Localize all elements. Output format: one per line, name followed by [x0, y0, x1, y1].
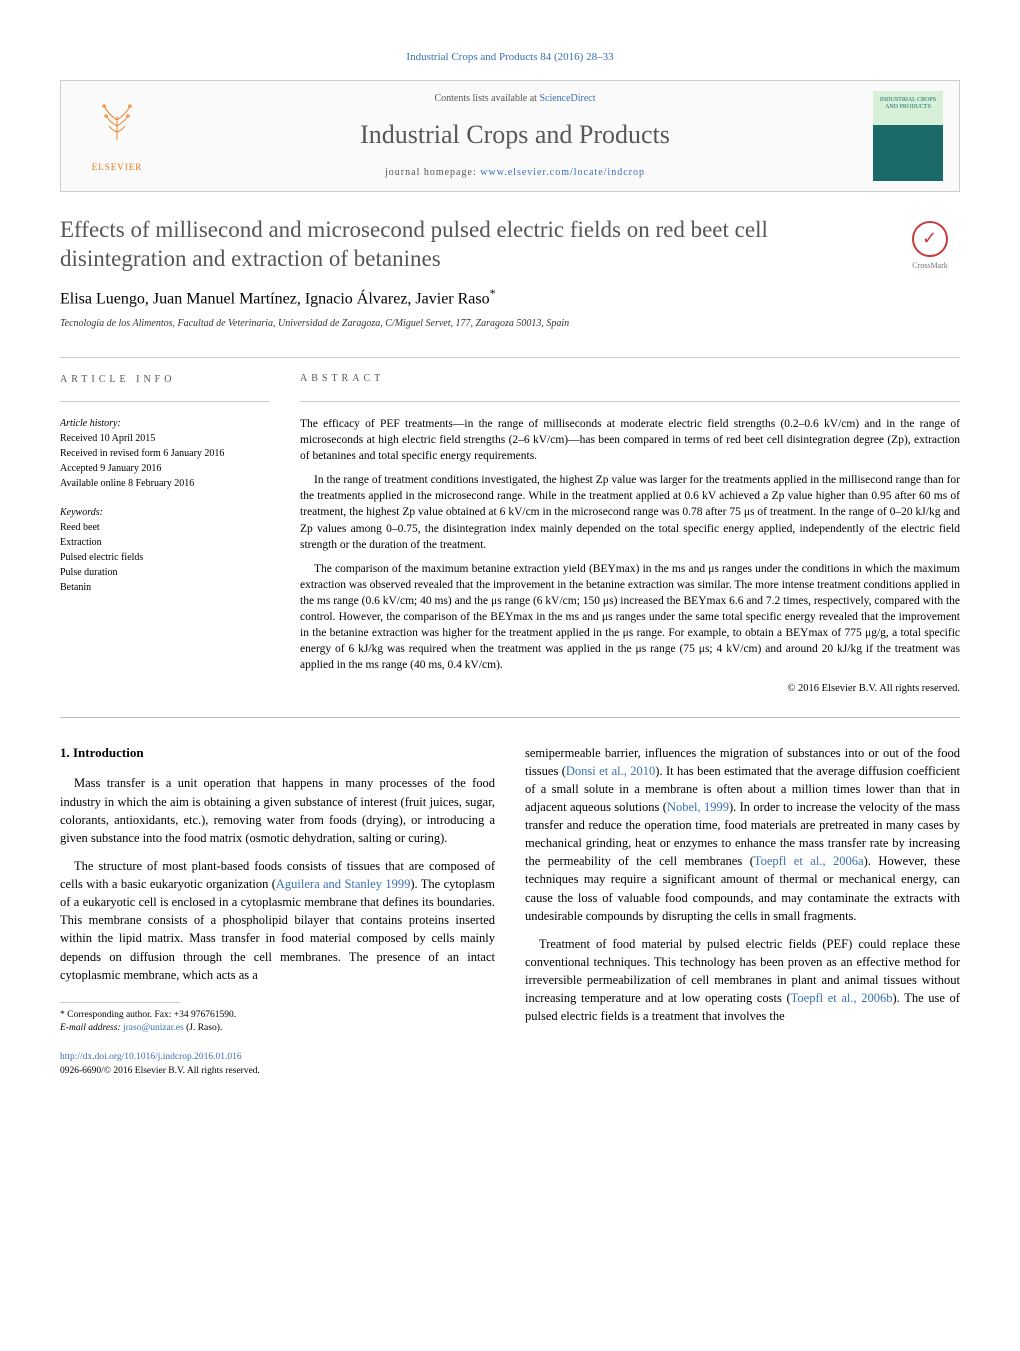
ref-donsi[interactable]: Donsi et al., 2010: [566, 764, 655, 778]
ref-toepfl-a[interactable]: Toepfl et al., 2006a: [754, 854, 864, 868]
sciencedirect-link[interactable]: ScienceDirect: [539, 93, 595, 104]
abstract-heading: ABSTRACT: [300, 372, 960, 387]
crossmark-label: CrossMark: [912, 260, 948, 272]
journal-name: Industrial Crops and Products: [157, 116, 873, 154]
body-col-left: 1. Introduction Mass transfer is a unit …: [60, 744, 495, 1078]
rule-ai: [60, 401, 270, 402]
elsevier-tree-icon: [94, 98, 140, 158]
article-info-heading: ARTICLE INFO: [60, 372, 270, 387]
abstract-p1: The efficacy of PEF treatments—in the ra…: [300, 416, 960, 464]
doi-block: http://dx.doi.org/10.1016/j.indcrop.2016…: [60, 1051, 495, 1078]
issn-line: 0926-6690/© 2016 Elsevier B.V. All right…: [60, 1066, 260, 1076]
journal-header-box: ELSEVIER Contents lists available at Sci…: [60, 80, 960, 192]
elsevier-name: ELSEVIER: [92, 161, 143, 174]
abstract-p3: The comparison of the maximum betanine e…: [300, 561, 960, 674]
copyright: © 2016 Elsevier B.V. All rights reserved…: [300, 681, 960, 696]
received-date: Received 10 April 2015: [60, 431, 270, 446]
revised-date: Received in revised form 6 January 2016: [60, 446, 270, 461]
keyword-2: Extraction: [60, 535, 270, 550]
intro-p3: Treatment of food material by pulsed ele…: [525, 935, 960, 1026]
keyword-3: Pulsed electric fields: [60, 550, 270, 565]
online-date: Available online 8 February 2016: [60, 476, 270, 491]
abstract-p2: In the range of treatment conditions inv…: [300, 472, 960, 552]
journal-homepage: journal homepage: www.elsevier.com/locat…: [157, 166, 873, 181]
doi-link[interactable]: http://dx.doi.org/10.1016/j.indcrop.2016…: [60, 1052, 242, 1062]
corresponding-author: * Corresponding author. Fax: +34 9767615…: [60, 1009, 495, 1022]
contents-available: Contents lists available at ScienceDirec…: [157, 92, 873, 107]
article-title: Effects of millisecond and microsecond p…: [60, 216, 880, 274]
footnote-rule: [60, 1002, 180, 1003]
keywords-head: Keywords:: [60, 505, 270, 520]
intro-p2: The structure of most plant-based foods …: [60, 857, 495, 984]
intro-p1: Mass transfer is a unit operation that h…: [60, 774, 495, 847]
keyword-4: Pulse duration: [60, 565, 270, 580]
abstract-column: ABSTRACT The efficacy of PEF treatments—…: [300, 372, 960, 696]
keyword-5: Betanin: [60, 580, 270, 595]
intro-p2-cont: semipermeable barrier, influences the mi…: [525, 744, 960, 925]
section-1-heading: 1. Introduction: [60, 744, 495, 763]
elsevier-logo: ELSEVIER: [77, 96, 157, 176]
header-citation: Industrial Crops and Products 84 (2016) …: [60, 50, 960, 66]
journal-home-link[interactable]: www.elsevier.com/locate/indcrop: [480, 167, 645, 178]
rule-abs: [300, 401, 960, 402]
journal-cover-thumb: INDUSTRIAL CROPS AND PRODUCTS: [873, 91, 943, 181]
affiliation: Tecnología de los Alimentos, Facultad de…: [60, 317, 960, 332]
email-name: (J. Raso).: [184, 1023, 223, 1033]
crossmark-badge[interactable]: CrossMark: [900, 216, 960, 276]
journal-home-label: journal homepage:: [385, 167, 480, 178]
email-link[interactable]: jraso@unizar.es: [123, 1023, 184, 1033]
authors: Elisa Luengo, Juan Manuel Martínez, Igna…: [60, 285, 960, 311]
cover-title: INDUSTRIAL CROPS AND PRODUCTS: [877, 97, 939, 110]
corr-marker: *: [490, 286, 496, 300]
ref-nobel[interactable]: Nobel, 1999: [667, 800, 729, 814]
keyword-1: Reed beet: [60, 520, 270, 535]
contents-label: Contents lists available at: [434, 93, 539, 104]
rule-top: [60, 357, 960, 358]
history-head: Article history:: [60, 416, 270, 431]
email-label: E-mail address:: [60, 1023, 123, 1033]
intro-p2-b: ). The cytoplasm of a eukaryotic cell is…: [60, 877, 495, 982]
ref-toepfl-b[interactable]: Toepfl et al., 2006b: [791, 991, 893, 1005]
article-info-column: ARTICLE INFO Article history: Received 1…: [60, 372, 270, 696]
crossmark-icon: [912, 221, 948, 257]
body-col-right: semipermeable barrier, influences the mi…: [525, 744, 960, 1078]
accepted-date: Accepted 9 January 2016: [60, 461, 270, 476]
email-line: E-mail address: jraso@unizar.es (J. Raso…: [60, 1022, 495, 1035]
rule-bottom: [60, 717, 960, 718]
authors-list: Elisa Luengo, Juan Manuel Martínez, Igna…: [60, 291, 490, 308]
ref-aguilera[interactable]: Aguilera and Stanley 1999: [276, 877, 410, 891]
